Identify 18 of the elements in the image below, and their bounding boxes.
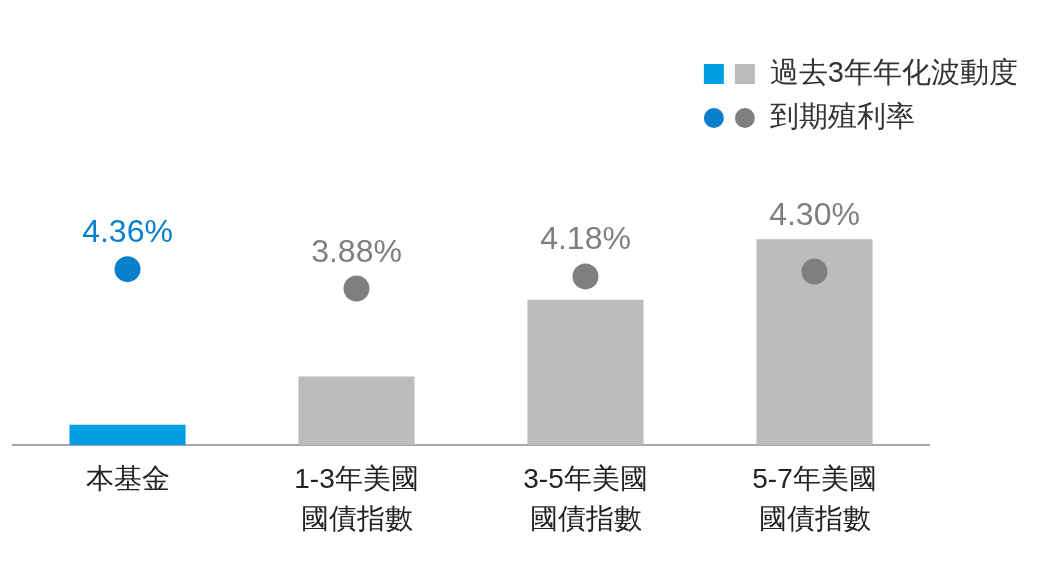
bar: [527, 299, 644, 445]
x-tick-label: 1-3年美國國債指數: [294, 462, 419, 534]
x-tick-label: 本基金: [85, 462, 170, 494]
point: [801, 258, 828, 285]
point: [114, 256, 141, 283]
point: [572, 263, 599, 290]
point: [343, 275, 370, 302]
bar: [756, 239, 873, 445]
x-tick-label: 3-5年美國國債指數: [523, 462, 648, 534]
data-label: 3.88%: [311, 232, 402, 269]
legend-label: 過去3年年化波動度: [769, 56, 1019, 88]
data-label: 4.36%: [82, 213, 173, 250]
data-label: 4.18%: [540, 220, 631, 257]
bar: [69, 424, 186, 445]
bar: [298, 376, 415, 445]
legend-label: 到期殖利率: [769, 100, 915, 132]
data-label: 4.30%: [769, 196, 860, 233]
x-tick-label: 5-7年美國國債指數: [752, 462, 877, 534]
